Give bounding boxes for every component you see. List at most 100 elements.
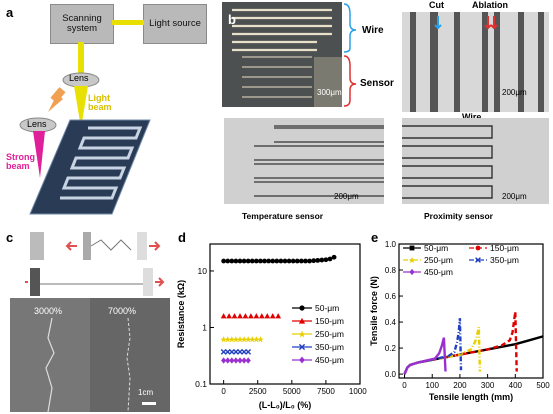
x-tick-label: 5000 (283, 387, 301, 396)
data-point (233, 258, 239, 264)
y-tick-label: 1 (202, 322, 207, 332)
micro1-scale: 300μm (317, 88, 342, 97)
light-beam-label: Light beam (88, 93, 112, 113)
data-point (253, 258, 259, 264)
data-point (269, 313, 276, 319)
strain-3000-label: 3000% (34, 306, 63, 316)
micro2-scale: 200μm (502, 88, 527, 97)
data-point (228, 336, 235, 343)
data-point (307, 258, 312, 264)
scanning-system-box: Scanning system (50, 4, 114, 44)
data-point (311, 258, 317, 264)
legend-marker (475, 245, 481, 251)
series-line (403, 318, 463, 375)
y-tick-label: 0.4 (385, 318, 397, 327)
micro3-scale: 200μm (334, 192, 359, 201)
legend-marker (475, 257, 481, 263)
sensor-label: Sensor (360, 78, 394, 89)
proximity-sensor-caption: Proximity sensor (424, 211, 493, 221)
ablation-label: Ablation (472, 0, 508, 10)
data-point (286, 258, 292, 264)
legend-marker (409, 268, 415, 276)
micrograph-cut-ablation: 200μm (402, 12, 549, 112)
temperature-sensor-caption: Temperature sensor (242, 211, 324, 221)
legend-marker (298, 317, 306, 324)
micrograph-temperature: 200μm (224, 118, 384, 204)
serpentine-pattern (29, 119, 151, 215)
panel-letter-b: b (228, 12, 236, 27)
light-source-label: Light source (149, 18, 201, 30)
data-point (319, 257, 325, 263)
data-point (237, 357, 243, 364)
data-point (242, 313, 249, 319)
data-point (229, 357, 235, 364)
micro4-scale: 200μm (502, 192, 527, 201)
panel-b: b 300μm Wire Sensor 200μm Cut Ablation W… (222, 0, 553, 232)
lens-bottom-label: Lens (27, 119, 47, 129)
data-point (245, 357, 251, 364)
data-point (226, 313, 232, 319)
micrograph-wire-sensor: b 300μm (222, 2, 342, 107)
data-point (241, 357, 247, 364)
cut-label: Cut (429, 0, 444, 10)
data-point (290, 258, 296, 264)
data-point (233, 357, 239, 364)
data-point (248, 313, 254, 319)
x-axis-label: (L-L₀)/L₀ (%) (259, 400, 312, 410)
data-point (274, 258, 280, 264)
x-tick-label: 300 (481, 381, 495, 390)
data-point (262, 258, 267, 264)
data-point (258, 258, 263, 264)
data-point (249, 258, 255, 264)
data-point (237, 258, 243, 264)
data-point (237, 313, 243, 319)
legend-marker (298, 330, 306, 338)
plot-frame (398, 243, 544, 379)
legend-label: 150-μm (315, 316, 344, 326)
data-point (220, 357, 227, 364)
data-point (327, 256, 333, 262)
panel-e: e 0.0 0.2 0.4 0.6 0.8 1.0 0 100 200 300 400 500 Tens… (367, 226, 553, 414)
wire-label: Wire (362, 25, 384, 36)
data-point (323, 257, 329, 263)
x-tick-label: 500 (536, 381, 550, 390)
strain-7000-label: 7000% (108, 306, 137, 316)
photo-scale-label: 1cm (138, 388, 154, 397)
micrograph-2-pattern (410, 12, 544, 112)
scanning-system-label: Scanning system (62, 13, 102, 34)
panel-c: c 3000% 7000% 1cm (0, 226, 172, 414)
data-point (258, 313, 265, 319)
data-point (231, 313, 238, 319)
data-point (232, 336, 240, 343)
data-point (257, 336, 264, 343)
data-point (282, 258, 288, 264)
series-line (403, 311, 518, 375)
x-tick-label: 0 (402, 381, 407, 390)
legend-label: 50-μm (315, 303, 339, 313)
legend-marker (299, 305, 305, 311)
panel-letter-a: a (6, 5, 14, 20)
optics-illustration (19, 20, 151, 215)
data-point (331, 254, 337, 260)
legend-marker (409, 245, 415, 251)
data-point (275, 313, 282, 319)
data-point (264, 313, 271, 319)
micrograph-proximity: 200μm (402, 118, 549, 204)
legend-label: 250-μm (424, 255, 453, 265)
data-point (220, 336, 227, 343)
resistance-strain-chart: 0.1 1 10 0 2500 5000 7500 10000 (L-L₀)/L₀ (%) Res… (176, 243, 367, 410)
tensile-force-chart: 0.0 0.2 0.4 0.6 0.8 1.0 0 100 200 300 400 500 Tensil… (369, 240, 550, 402)
data-point (245, 336, 252, 343)
y-tick-label: 0.0 (385, 370, 397, 379)
x-tick-label: 400 (509, 381, 523, 390)
data-point (278, 258, 284, 264)
x-tick-label: 10000 (349, 387, 367, 396)
x-tick-label: 7500 (317, 387, 335, 396)
legend-label: 350-μm (490, 255, 519, 265)
data-point (236, 336, 244, 343)
data-point (241, 258, 247, 264)
legend-label: 150-μm (490, 243, 519, 253)
lens-top-label: Lens (69, 73, 89, 83)
micrograph-1-pattern (222, 2, 342, 107)
y-tick-label: 0.8 (385, 266, 397, 275)
